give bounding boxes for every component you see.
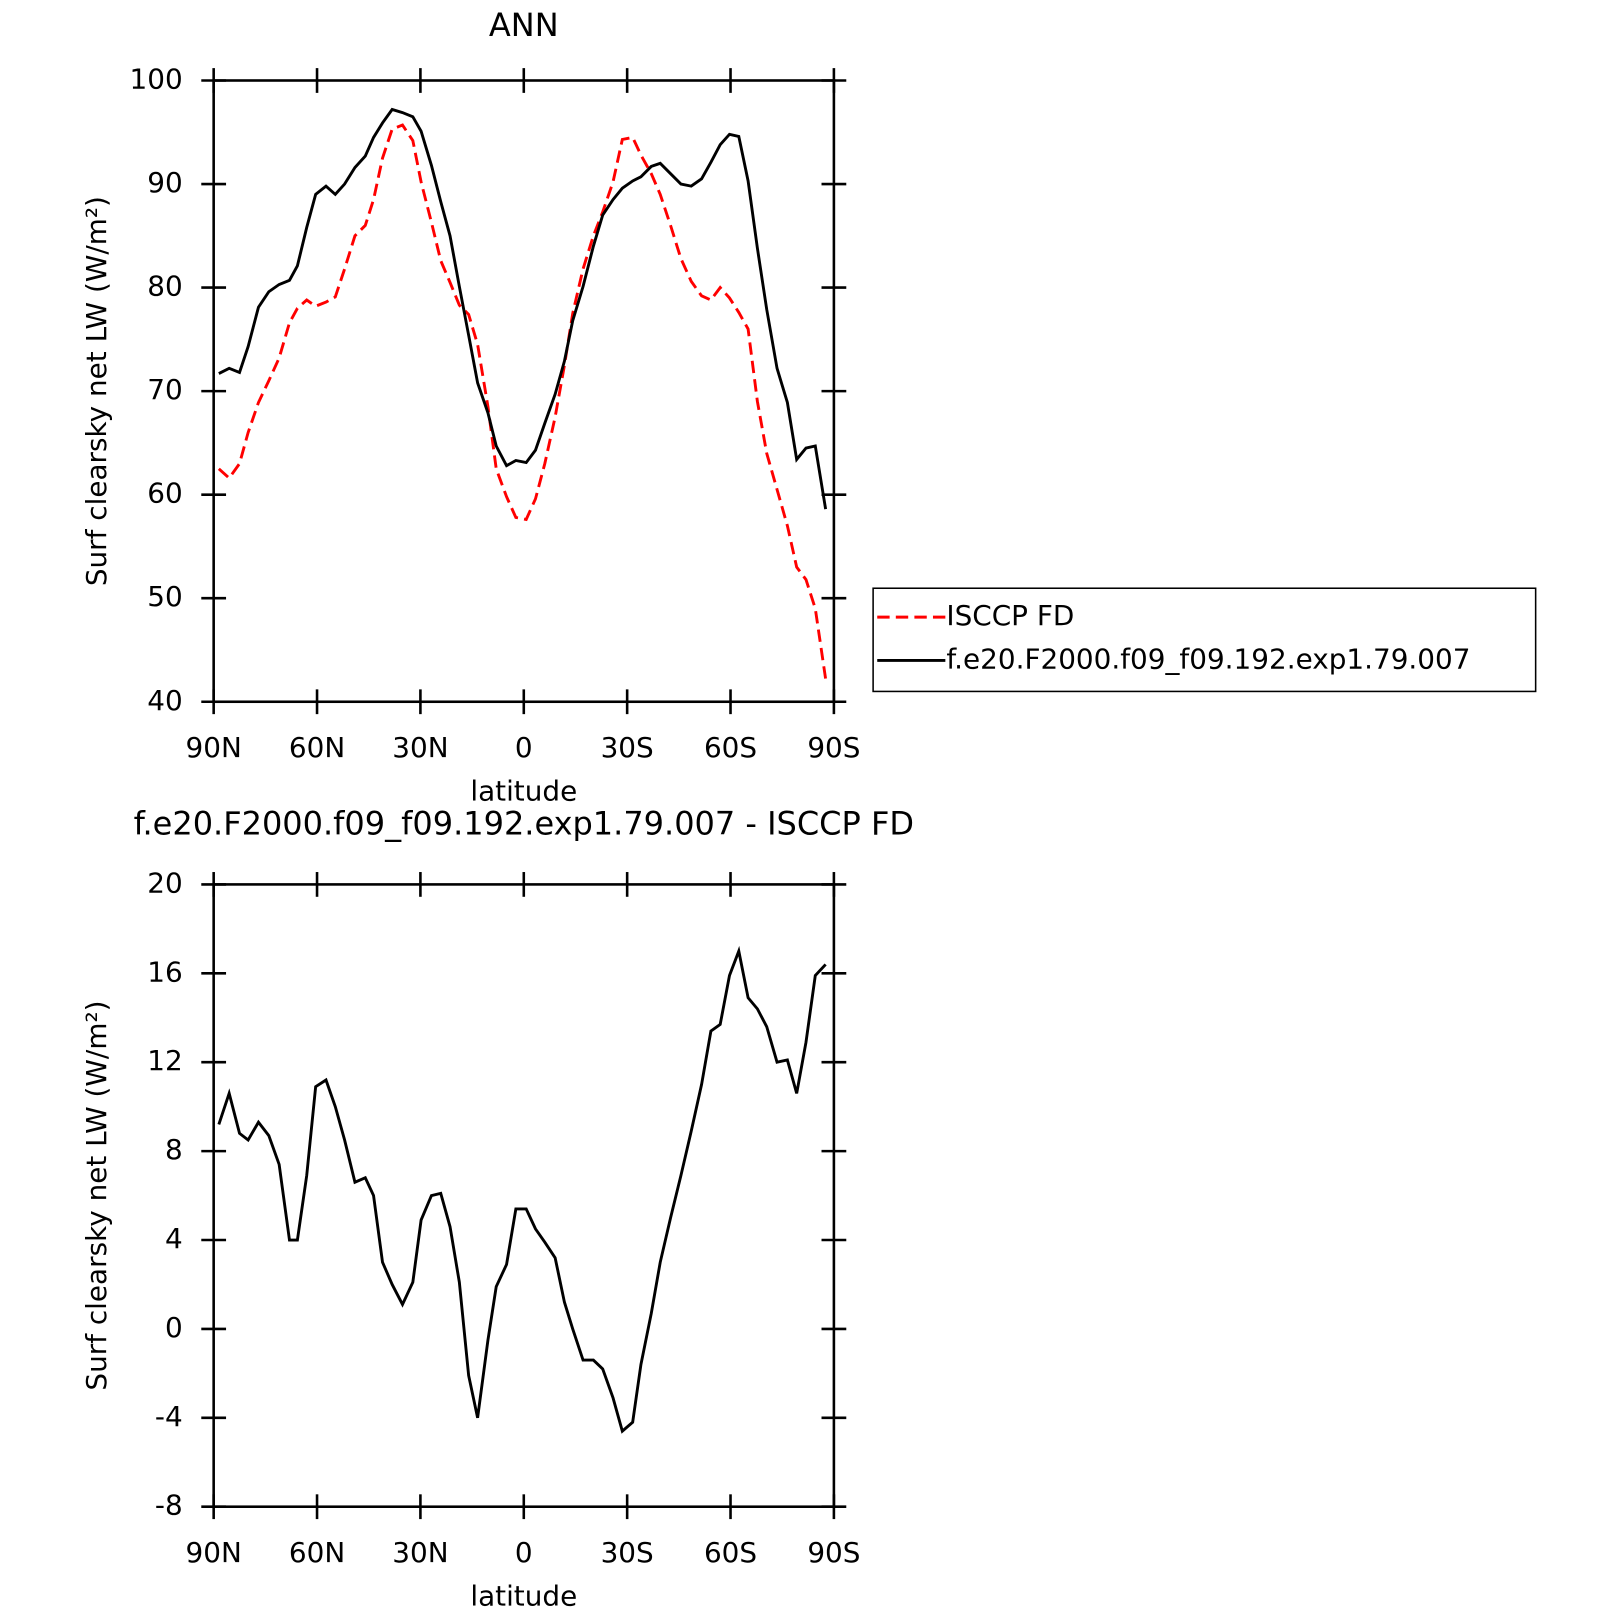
x-tick-label: 30S [601, 731, 654, 764]
data-line [217, 123, 828, 680]
y-tick-label: 20 [147, 866, 182, 899]
y-tick-label: 50 [147, 580, 182, 613]
data-line [217, 945, 827, 1434]
legend-box [872, 587, 1537, 693]
x-tick-label: 90S [807, 1536, 860, 1569]
legend-label: ISCCP FD [946, 599, 1074, 632]
x-tick-label: 90S [807, 731, 860, 764]
plot-frame [212, 883, 836, 1508]
legend-label: f.e20.F2000.f09_f09.192.exp1.79.007 [946, 642, 1470, 675]
y-tick-label: 0 [165, 1311, 183, 1344]
x-tick-label: 30S [601, 1536, 654, 1569]
x-tick-label: 60S [704, 1536, 757, 1569]
x-tick-label: 60N [289, 731, 345, 764]
y-tick-label: 16 [147, 955, 182, 988]
x-tick-label: 30N [392, 731, 448, 764]
y-axis-label: Surf clearsky net LW (W/m²) [80, 196, 113, 586]
chart-title: f.e20.F2000.f09_f09.192.exp1.79.007 - IS… [134, 805, 914, 843]
y-tick-label: 60 [147, 477, 182, 510]
x-tick-label: 0 [515, 731, 533, 764]
y-tick-label: 4 [165, 1222, 183, 1255]
y-tick-label: 70 [147, 373, 182, 406]
x-tick-label: 90N [186, 1536, 242, 1569]
y-tick-label: 8 [165, 1133, 183, 1166]
y-axis-label: Surf clearsky net LW (W/m²) [80, 1001, 113, 1391]
x-axis-label: latitude [470, 1580, 577, 1613]
y-tick-label: 80 [147, 270, 182, 303]
y-tick-label: -8 [155, 1489, 183, 1522]
x-tick-label: 60N [289, 1536, 345, 1569]
x-tick-label: 30N [392, 1536, 448, 1569]
x-axis-label: latitude [470, 775, 577, 808]
x-tick-label: 90N [186, 731, 242, 764]
y-tick-label: 12 [147, 1044, 182, 1077]
y-tick-label: -4 [155, 1400, 183, 1433]
legend: ISCCP FD f.e20.F2000.f09_f09.192.exp1.79.… [872, 587, 1537, 693]
y-tick-label: 90 [147, 166, 182, 199]
x-tick-label: 60S [704, 731, 757, 764]
y-tick-label: 40 [147, 684, 182, 717]
chart-title: ANN [489, 6, 559, 44]
x-tick-label: 0 [515, 1536, 533, 1569]
plot-frame [212, 79, 836, 704]
data-line [218, 107, 828, 510]
y-tick-label: 100 [130, 62, 183, 95]
